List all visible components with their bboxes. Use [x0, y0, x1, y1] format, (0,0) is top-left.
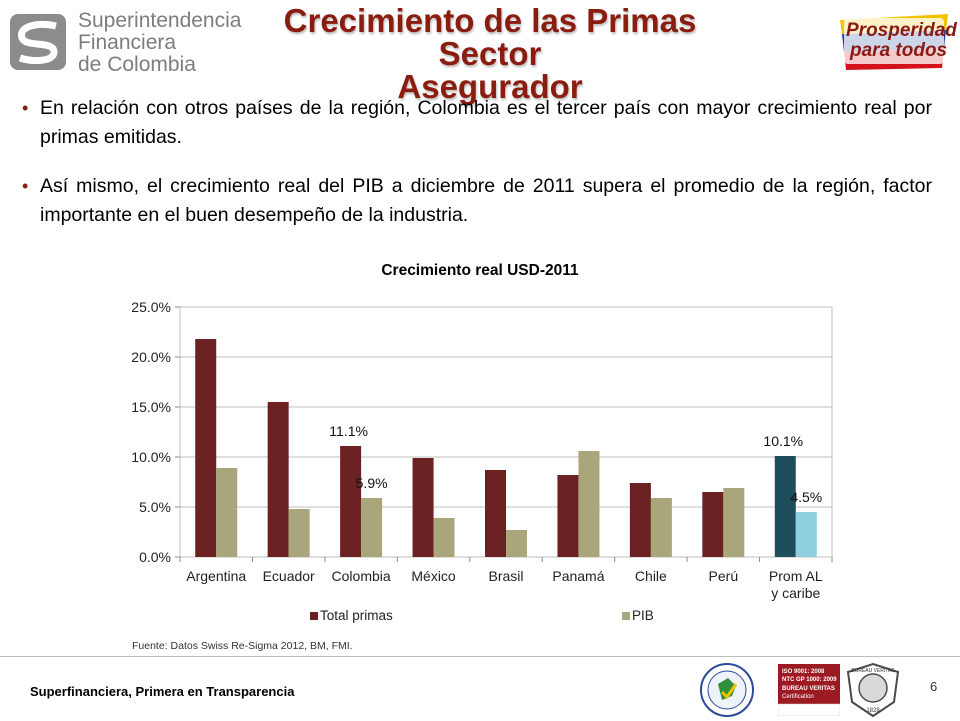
- x-tick-label-line: Ecuador: [263, 568, 315, 584]
- x-tick-label: Prom AL y caribe: [769, 568, 823, 601]
- bar-total-primas: [267, 402, 289, 557]
- x-tick-label-line: Panamá: [552, 568, 604, 584]
- prosperidad-logo-background: [840, 14, 948, 70]
- x-tick-label: Panamá: [552, 568, 604, 584]
- bar-total-primas: [629, 483, 651, 557]
- chart-title: Crecimiento real USD-2011: [381, 262, 579, 279]
- bar-pib: [288, 509, 310, 557]
- x-tick-label: Argentina: [186, 568, 246, 584]
- x-tick-label-line: Chile: [635, 568, 667, 584]
- bullet-text: Así mismo, el crecimiento real del PIB a…: [40, 175, 932, 226]
- iso-line-2: NTC GP 1000: 2009: [782, 677, 837, 683]
- superfinanciera-logo: Superintendencia Financiera de Colombia: [8, 8, 248, 76]
- x-tick-label-line: y caribe: [771, 585, 820, 601]
- bar-total-primas: [557, 475, 579, 557]
- x-tick-label-line: Prom AL: [769, 568, 823, 584]
- bullet-dot-icon: •: [22, 98, 29, 118]
- iso-badge-icon: ISO 9001: 2008 NTC GP 1000: 2009 BUREAU …: [777, 664, 841, 717]
- org-logo-line-1: Superintendencia: [78, 9, 242, 32]
- bullet-text: En relación con otros países de la regió…: [40, 97, 932, 148]
- bar-total-primas: [412, 458, 434, 557]
- bar-pib: [795, 512, 817, 557]
- y-tick-label: 20.0%: [131, 349, 171, 365]
- y-tick-label: 25.0%: [131, 299, 171, 315]
- prosperidad-logo: Prosperidad para todos: [838, 12, 957, 72]
- legend-label: Total primas: [320, 608, 393, 623]
- y-tick-label: 5.0%: [139, 499, 171, 515]
- bar-pib: [650, 498, 672, 557]
- iso-line-3: BUREAU VERITAS: [782, 686, 835, 692]
- bar-total-primas: [774, 456, 796, 557]
- x-tick-label-line: México: [411, 568, 456, 584]
- x-tick-label-line: Brasil: [488, 568, 523, 584]
- bar-pib: [216, 468, 238, 557]
- x-tick-label: México: [411, 568, 456, 584]
- page-title-line-1: Crecimiento de las Primas Sector: [283, 2, 697, 72]
- bar-pib: [578, 451, 600, 557]
- bullet-dot-icon: •: [22, 176, 29, 196]
- legend-label: PIB: [632, 608, 654, 623]
- iso-line-4: Certification: [782, 694, 814, 700]
- page-title: Crecimiento de las Primas Sector Asegura…: [250, 4, 730, 103]
- legend-swatch: [310, 612, 318, 620]
- x-tick-label: Chile: [635, 568, 667, 584]
- x-tick-label: Brasil: [488, 568, 523, 584]
- bar-pib: [723, 488, 745, 557]
- bar-total-primas: [485, 470, 506, 557]
- data-label: 5.9%: [356, 475, 388, 491]
- org-logo-line-2: Financiera: [78, 31, 177, 54]
- source-note: Fuente: Datos Swiss Re-Sigma 2012, BM, F…: [132, 640, 353, 652]
- data-label: 10.1%: [763, 433, 803, 449]
- y-tick-label: 0.0%: [139, 549, 171, 565]
- x-tick-label: Perú: [709, 568, 739, 584]
- iso-certification-badge: ISO 9001: 2008 NTC GP 1000: 2009 BUREAU …: [777, 664, 841, 717]
- x-tick-label: Ecuador: [263, 568, 315, 584]
- footer-divider: [0, 656, 960, 657]
- legend-swatch: [622, 612, 630, 620]
- data-label: 11.1%: [329, 423, 368, 439]
- x-tick-label-line: Perú: [709, 568, 739, 584]
- page-title-line-2: Asegurador: [397, 68, 583, 105]
- page-number: 6: [930, 679, 938, 694]
- org-logo-line-3: de Colombia: [78, 53, 196, 76]
- prosperidad-logo-line-1: Prosperidad: [846, 20, 957, 41]
- bv-seal-year: 1828: [866, 708, 880, 714]
- bullet-list: • En relación con otros países de la reg…: [22, 94, 932, 250]
- data-label: 4.5%: [790, 489, 822, 505]
- bar-total-primas: [702, 492, 724, 557]
- bv-seal-text: BUREAU VERITAS: [851, 668, 895, 674]
- bar-pib: [433, 518, 455, 557]
- bar-pib: [506, 530, 527, 557]
- bar-pib: [361, 498, 383, 557]
- prosperidad-logo-line-2: para todos: [850, 40, 948, 61]
- bar-total-primas: [340, 446, 362, 557]
- certification-seal-icon: [700, 663, 754, 717]
- x-tick-label-line: Argentina: [186, 568, 246, 584]
- bureau-veritas-seal-icon: BUREAU VERITAS 1828: [846, 662, 900, 718]
- bullet-item: • Así mismo, el crecimiento real del PIB…: [22, 172, 932, 230]
- x-tick-label: Colombia: [332, 568, 391, 584]
- footer-text: Superfinanciera, Primera en Transparenci…: [30, 684, 295, 699]
- x-tick-label-line: Colombia: [332, 568, 391, 584]
- bar-total-primas: [195, 339, 217, 557]
- iso-line-1: ISO 9001: 2008: [782, 669, 825, 675]
- bullet-item: • En relación con otros países de la reg…: [22, 94, 932, 152]
- y-tick-label: 15.0%: [131, 399, 171, 415]
- superfinanciera-logo-mark: [10, 14, 66, 70]
- y-tick-label: 10.0%: [131, 449, 171, 465]
